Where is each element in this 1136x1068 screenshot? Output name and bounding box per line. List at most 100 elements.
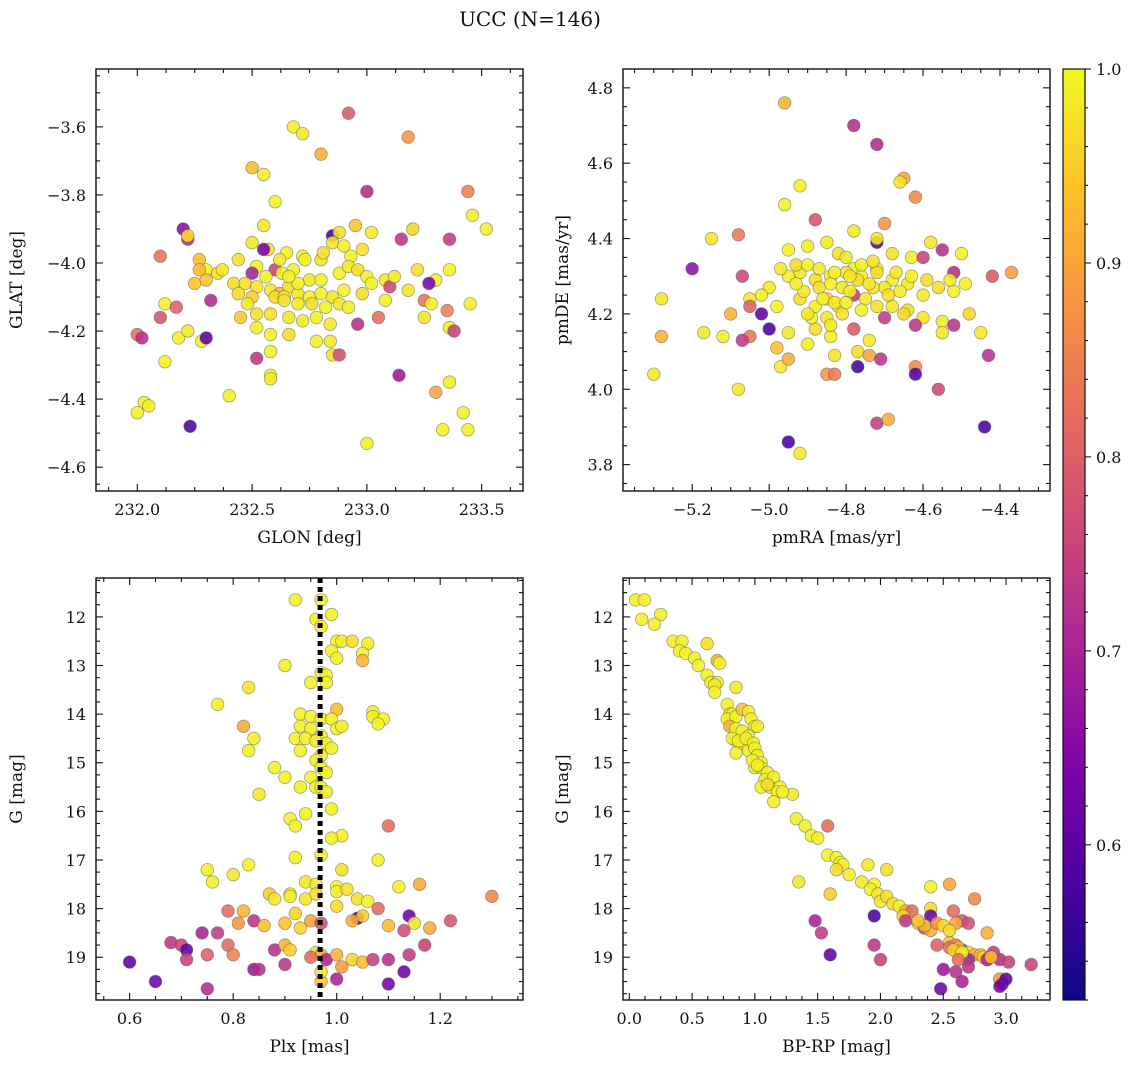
data-point: [241, 680, 256, 695]
colorbar-tick-label: 0.8: [1096, 448, 1121, 467]
data-point: [245, 235, 259, 250]
data-point: [293, 921, 308, 935]
data-point: [889, 265, 903, 280]
data-point: [291, 297, 305, 311]
y-tick-label: 4.2: [588, 305, 613, 324]
x-tick-label: −5.0: [750, 500, 789, 519]
data-point: [256, 218, 271, 233]
y-tick-label: 4.4: [588, 230, 613, 249]
data-point: [829, 863, 844, 877]
data-point: [847, 118, 861, 133]
data-point: [942, 923, 957, 938]
data-point: [839, 295, 853, 310]
data-point: [456, 406, 471, 420]
data-point: [406, 222, 420, 236]
data-point: [250, 307, 264, 321]
data-point: [401, 130, 415, 144]
data-point: [282, 269, 296, 284]
data-point: [820, 235, 834, 250]
data-point: [305, 297, 319, 311]
data-point: [847, 322, 861, 336]
data-point: [171, 331, 186, 345]
y-tick-label: 12: [593, 608, 613, 627]
x-axis-label: pmRA [mas/yr]: [772, 528, 901, 548]
data-points: [647, 96, 1019, 461]
data-point: [324, 831, 339, 845]
data-point: [866, 254, 880, 268]
data-point: [340, 882, 354, 896]
scatter-panel-1: 232.0 232.5 233.0 233.5 −4.6 −4.4 −4.2 −4.0 −3.8…: [7, 68, 524, 548]
data-point: [893, 175, 907, 189]
data-point: [781, 326, 796, 340]
data-point: [241, 858, 256, 872]
data-point: [793, 179, 807, 193]
data-point: [314, 273, 328, 287]
data-point: [781, 243, 796, 257]
data-point: [647, 367, 661, 381]
data-point: [324, 741, 339, 755]
data-point: [904, 269, 919, 283]
data-point: [827, 295, 842, 310]
data-point: [808, 322, 823, 336]
data-point: [179, 952, 194, 967]
data-point: [330, 651, 344, 665]
data-point: [729, 746, 743, 760]
data-point: [337, 239, 351, 253]
data-point: [789, 812, 804, 826]
data-point: [812, 280, 826, 295]
data-point: [993, 979, 1007, 994]
data-point: [429, 385, 443, 400]
scatter-panel-4: 0.0 0.5 1.0 1.5 2.0 2.5 3.0 12 13 14 15 16 17 18 19 BP-…: [553, 577, 1051, 1057]
data-point: [158, 297, 172, 311]
data-point: [862, 333, 876, 348]
x-tick-label: 2.5: [931, 1009, 956, 1028]
x-tick-label: 1.2: [427, 1009, 452, 1028]
data-point: [245, 160, 259, 175]
data-point: [325, 235, 340, 250]
data-point: [278, 658, 292, 673]
data-point: [402, 948, 416, 962]
data-point: [977, 420, 992, 434]
data-point: [381, 819, 396, 833]
x-tick-label: 0.6: [117, 1009, 142, 1028]
data-point: [263, 327, 278, 342]
data-point: [485, 889, 499, 904]
data-point: [319, 675, 334, 690]
data-point: [241, 743, 256, 758]
data-point: [304, 950, 318, 964]
data-point: [816, 292, 830, 306]
data-point: [135, 331, 149, 345]
data-point: [345, 634, 359, 648]
data-point: [877, 311, 892, 325]
data-point: [361, 894, 375, 909]
data-point: [800, 239, 815, 253]
data-point: [961, 960, 976, 974]
data-point: [716, 329, 730, 344]
x-tick-label: 232.0: [114, 500, 160, 519]
data-point: [263, 307, 278, 321]
data-point: [381, 918, 396, 933]
data-point: [835, 307, 850, 321]
data-point: [931, 280, 946, 295]
y-tick-label: 13: [66, 657, 86, 676]
data-point: [205, 875, 220, 889]
colorbar-tick-label: 1.0: [1096, 60, 1121, 79]
data-point: [724, 307, 738, 321]
x-tick-label: −4.6: [904, 500, 943, 519]
data-point: [442, 232, 457, 246]
data-point: [654, 329, 669, 344]
data-points: [122, 593, 499, 996]
data-point: [252, 787, 266, 802]
data-point: [647, 617, 662, 631]
data-point: [951, 952, 966, 967]
data-point: [916, 250, 930, 265]
data-point: [364, 276, 379, 291]
data-point: [422, 276, 436, 291]
data-point: [870, 137, 884, 152]
data-point: [908, 318, 923, 332]
data-point: [267, 760, 282, 775]
data-point: [381, 952, 396, 967]
colorbar-tick-label: 0.6: [1096, 836, 1121, 855]
data-point: [195, 926, 209, 940]
data-point: [839, 250, 853, 265]
